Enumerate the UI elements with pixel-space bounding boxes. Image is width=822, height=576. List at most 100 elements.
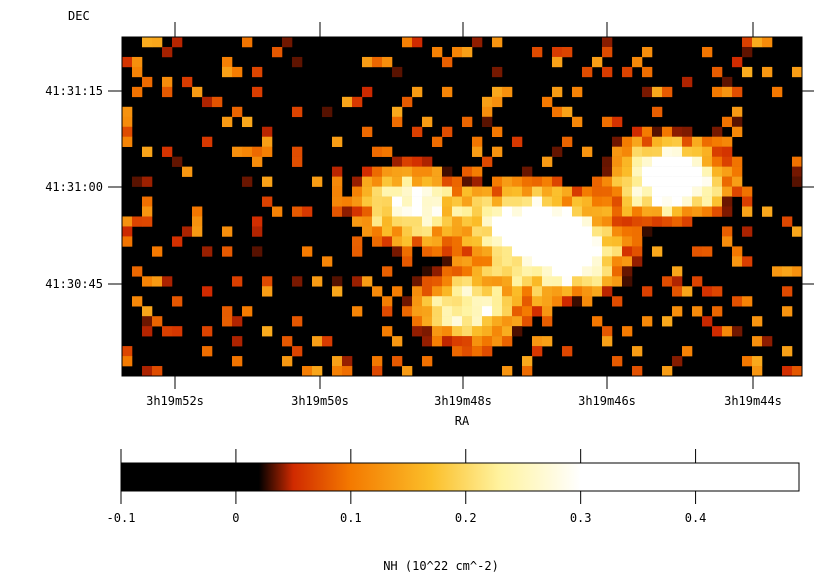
heatmap-pixel (402, 196, 413, 207)
heatmap-pixel (712, 176, 723, 187)
heatmap-pixel (592, 56, 603, 68)
heatmap-pixel (522, 166, 533, 177)
heatmap-pixel (562, 296, 573, 307)
heatmap-pixel (472, 206, 483, 217)
heatmap-pixel (482, 306, 493, 317)
heatmap-pixel (742, 186, 753, 197)
heatmap-pixel (162, 276, 173, 287)
heatmap-pixel (542, 306, 553, 317)
heatmap-pixel (742, 296, 753, 307)
heatmap-pixel (362, 206, 373, 217)
heatmap-pixel (572, 296, 583, 307)
heatmap-pixel (572, 256, 583, 267)
heatmap-pixel (142, 146, 153, 157)
heatmap-pixel (622, 256, 633, 267)
heatmap-pixel (592, 176, 603, 187)
heatmap-pixel (612, 246, 623, 257)
heatmap-pixel (552, 146, 563, 157)
heatmap-pixel (442, 226, 453, 237)
heatmap-pixel (262, 326, 273, 337)
heatmap-pixel (132, 66, 143, 78)
heatmap-pixel (352, 186, 363, 197)
heatmap-pixel (382, 266, 393, 277)
heatmap-pixel (372, 236, 383, 247)
heatmap-pixel (672, 216, 683, 227)
heatmap-pixel (482, 336, 493, 347)
heatmap-pixel (132, 86, 143, 98)
heatmap-pixel (332, 166, 343, 177)
heatmap-pixel (572, 196, 583, 207)
heatmap-pixel (642, 126, 653, 138)
heatmap-pixel (542, 196, 553, 207)
heatmap-pixel (472, 296, 483, 307)
heatmap-pixel (482, 276, 493, 287)
heatmap-pixel (442, 276, 453, 287)
heatmap-pixel (602, 256, 613, 267)
heatmap-pixel (282, 356, 293, 367)
heatmap-pixel (412, 37, 423, 48)
heatmap-pixel (582, 216, 593, 227)
heatmap-pixel (732, 186, 743, 197)
heatmap-pixel (662, 136, 673, 147)
heatmap-pixel (442, 236, 453, 247)
heatmap-pixel (382, 296, 393, 307)
heatmap-pixel (372, 216, 383, 227)
heatmap-pixel (442, 326, 453, 337)
heatmap-pixel (732, 56, 743, 68)
heatmap-pixel (682, 196, 693, 207)
heatmap-pixel (492, 256, 503, 267)
heatmap-pixel (692, 176, 703, 187)
heatmap-pixel (422, 246, 433, 257)
heatmap-pixel (702, 196, 713, 207)
heatmap-pixel (762, 206, 773, 217)
heatmap-pixel (722, 136, 733, 147)
heatmap-pixel (552, 256, 563, 267)
heatmap-pixel (682, 76, 693, 88)
heatmap-pixel (492, 186, 503, 197)
heatmap-pixel (492, 196, 503, 207)
heatmap-pixel (152, 366, 163, 377)
heatmap-pixel (622, 226, 633, 237)
heatmap-pixel (512, 326, 523, 337)
heatmap-pixel (642, 86, 653, 98)
heatmap-pixel (312, 366, 323, 377)
heatmap-pixel (772, 266, 783, 277)
heatmap-pixel (672, 176, 683, 187)
heatmap-pixel (372, 366, 383, 377)
colorbar (120, 462, 800, 492)
heatmap-pixel (392, 336, 403, 347)
heatmap-pixel (672, 266, 683, 277)
heatmap-pixel (492, 326, 503, 337)
heatmap-pixel (652, 156, 663, 167)
colorbar-tick-label: -0.1 (107, 511, 136, 525)
heatmap-pixel (442, 296, 453, 307)
heatmap-pixel (172, 156, 183, 167)
heatmap-pixel (412, 156, 423, 167)
heatmap-pixel (552, 226, 563, 237)
heatmap-pixel (632, 166, 643, 177)
heatmap-pixel (502, 276, 513, 287)
heatmap-pixel (412, 226, 423, 237)
heatmap-pixel (462, 246, 473, 257)
heatmap-pixel (462, 206, 473, 217)
heatmap-pixel (562, 276, 573, 287)
heatmap-pixel (672, 356, 683, 367)
heatmap-pixel (242, 146, 253, 157)
heatmap-pixel (402, 296, 413, 307)
heatmap-pixel (602, 246, 613, 257)
heatmap-pixel (542, 256, 553, 267)
heatmap-pixel (452, 336, 463, 347)
heatmap-pixel (222, 66, 233, 78)
heatmap-pixel (712, 146, 723, 157)
heatmap-pixel (762, 336, 773, 347)
heatmap-pixel (542, 156, 553, 167)
heatmap-pixel (562, 236, 573, 247)
heatmap-pixel (432, 186, 443, 197)
heatmap-pixel (692, 156, 703, 167)
heatmap-pixel (472, 326, 483, 337)
heatmap-pixel (502, 286, 513, 297)
heatmap-pixel (162, 86, 173, 98)
heatmap-pixel (602, 286, 613, 297)
heatmap-pixel (432, 286, 443, 297)
heatmap-pixel (442, 286, 453, 297)
